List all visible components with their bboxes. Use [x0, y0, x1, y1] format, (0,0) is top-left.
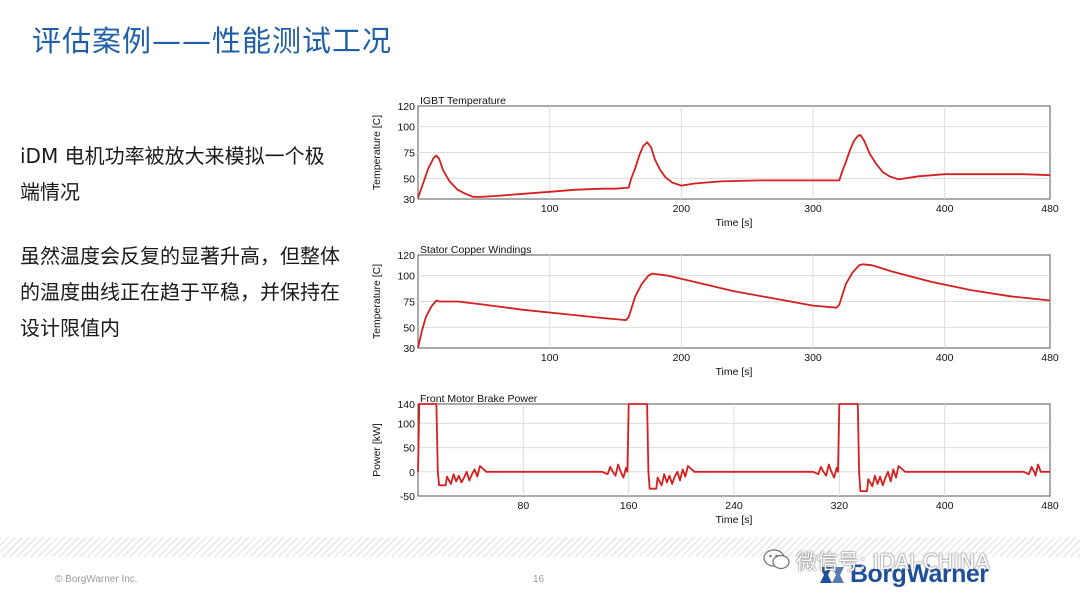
chart-title: IGBT Temperature: [420, 95, 506, 107]
y-tick-label: 100: [397, 418, 415, 430]
y-tick-label: 75: [403, 297, 415, 309]
watermark-text: 微信号: IDAI-CHINA: [796, 550, 990, 574]
y-tick-label: 120: [397, 250, 415, 262]
series-line: [417, 134, 1051, 199]
x-tick-label: 300: [804, 203, 822, 215]
y-tick-label: 50: [403, 322, 415, 334]
chart-title: Front Motor Brake Power: [420, 393, 538, 405]
x-tick-label: 320: [831, 500, 849, 512]
x-tick-label: 400: [936, 203, 954, 215]
x-tick-label: 240: [725, 500, 743, 512]
x-tick-label: 100: [541, 352, 559, 364]
footer-band: [0, 537, 1080, 557]
x-axis-label: Time [s]: [716, 514, 753, 526]
series-line: [417, 403, 1050, 493]
y-axis-label: Power [kW]: [371, 423, 383, 477]
slide-title: 评估案例——性能测试工况: [32, 24, 393, 58]
wechat-icon: [763, 549, 790, 570]
x-tick-label: 300: [804, 352, 822, 364]
y-tick-label: 140: [397, 399, 415, 411]
y-tick-label: 100: [397, 271, 415, 283]
y-tick-label: 50: [403, 173, 415, 185]
x-tick-label: 400: [936, 500, 954, 512]
body-paragraph-2: 虽然温度会反复的显著升高，但整体的温度曲线正在趋于平稳，并保持在设计限值内: [20, 244, 340, 340]
y-tick-label: 0: [409, 467, 415, 479]
x-tick-label: 480: [1041, 352, 1059, 364]
y-tick-label: 30: [403, 343, 415, 355]
body-paragraph-1: iDM 电机功率被放大来模拟一个极端情况: [20, 144, 325, 204]
y-tick-label: 50: [403, 443, 415, 455]
y-tick-label: 120: [397, 101, 415, 113]
y-axis-label: Temperature [C]: [371, 264, 383, 339]
x-tick-label: 80: [517, 500, 529, 512]
y-tick-label: -50: [400, 491, 415, 503]
x-tick-label: 480: [1041, 500, 1059, 512]
x-axis-label: Time [s]: [716, 217, 753, 229]
y-tick-label: 100: [397, 122, 415, 134]
logo-text: BorgWarner: [850, 560, 989, 588]
copyright-text: © BorgWarner Inc.: [55, 574, 138, 585]
x-tick-label: 480: [1041, 203, 1059, 215]
page-number: 16: [533, 574, 545, 585]
x-axis-label: Time [s]: [716, 366, 753, 378]
x-tick-label: 200: [673, 203, 691, 215]
y-tick-label: 30: [403, 194, 415, 206]
series-line: [417, 263, 1051, 349]
y-axis-label: Temperature [C]: [371, 115, 383, 190]
chart-title: Stator Copper Windings: [420, 244, 531, 256]
x-tick-label: 200: [673, 352, 691, 364]
charts-panel: 30 50 75 100 120 100 200 300 400 480 IGBT Temperat…: [360, 92, 1072, 532]
x-tick-label: 100: [541, 203, 559, 215]
x-tick-label: 160: [620, 500, 638, 512]
y-tick-label: 75: [403, 148, 415, 160]
x-tick-label: 400: [936, 352, 954, 364]
borgwarner-logo-icon: [820, 567, 844, 583]
